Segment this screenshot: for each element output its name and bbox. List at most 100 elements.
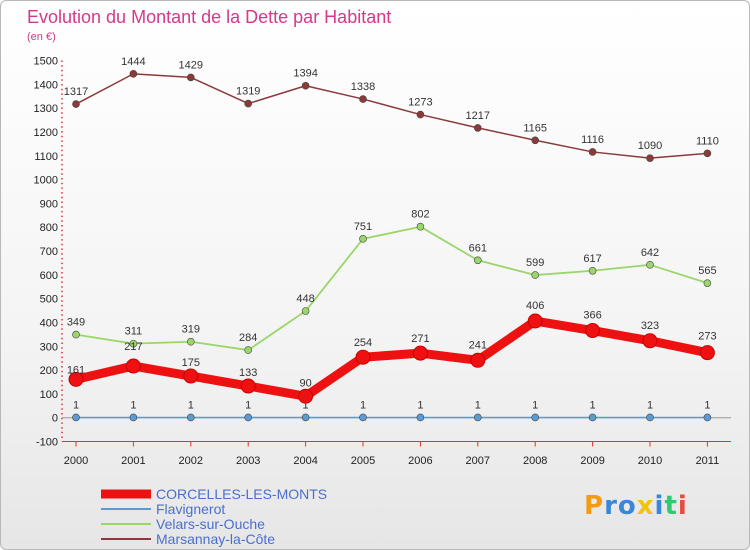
y-tick-label: 700 <box>40 246 58 258</box>
x-tick-label: 2008 <box>523 455 547 467</box>
data-label: 1338 <box>351 81 375 93</box>
data-point <box>470 352 486 368</box>
data-label: 133 <box>239 367 257 379</box>
data-label: 319 <box>182 324 200 336</box>
data-point <box>416 110 425 119</box>
data-label: 1 <box>704 399 710 411</box>
data-point <box>646 154 654 162</box>
data-point <box>703 149 712 158</box>
data-point <box>72 330 80 339</box>
data-point <box>416 222 425 231</box>
data-label: 1217 <box>466 110 490 122</box>
data-label: 273 <box>698 331 716 343</box>
data-label: 448 <box>296 293 314 305</box>
data-point <box>72 100 80 108</box>
y-tick-label: 1400 <box>34 79 58 91</box>
data-label: 1 <box>245 399 251 411</box>
y-tick-label: 1200 <box>34 127 58 139</box>
data-label: 1444 <box>121 56 145 68</box>
data-point <box>187 73 195 82</box>
data-point <box>473 413 482 422</box>
data-label: 617 <box>583 253 601 265</box>
series-line <box>75 225 708 351</box>
data-point <box>301 413 310 422</box>
x-tick-label: 2009 <box>580 455 604 467</box>
data-point <box>244 413 252 422</box>
data-point <box>72 413 80 422</box>
data-point <box>588 266 597 275</box>
x-tick-label: 2001 <box>121 455 145 467</box>
data-point <box>187 413 195 422</box>
data-label: 1429 <box>179 59 203 71</box>
data-label: 1 <box>188 399 194 411</box>
data-point <box>588 413 597 422</box>
data-label: 90 <box>299 377 311 389</box>
axes: -100 0 100 200 300 400 500 600 700 800 900 1000 1100… <box>34 56 731 467</box>
series-0: 161 217 175 133 90 254 271 241 406 366 323 273 <box>67 300 717 404</box>
y-tick-label: 1000 <box>34 175 58 187</box>
data-label: 366 <box>583 310 601 322</box>
data-label: 1090 <box>638 140 662 152</box>
data-point <box>703 413 712 422</box>
data-point <box>240 378 256 394</box>
data-label: 1 <box>475 399 481 411</box>
data-label: 1 <box>647 399 653 411</box>
data-point <box>642 333 658 349</box>
y-tick-label: 1500 <box>34 56 58 68</box>
data-point <box>531 413 540 422</box>
data-label: 1 <box>360 399 366 411</box>
data-label: 1 <box>532 399 538 411</box>
data-point <box>416 413 425 422</box>
data-point <box>531 271 540 279</box>
data-point <box>301 81 310 90</box>
legend-label: Marsannay-la-Côte <box>156 531 275 547</box>
data-point <box>68 371 84 387</box>
data-point <box>588 148 597 156</box>
chart-title: Evolution du Montant de la Dette par Hab… <box>27 7 391 27</box>
chart-subtitle: (en €) <box>27 31 56 43</box>
data-point <box>473 256 482 265</box>
data-label: 1 <box>303 399 309 411</box>
data-label: 642 <box>641 247 659 259</box>
data-point <box>703 279 712 287</box>
series-3: 1317 1444 1429 1319 1394 1338 1273 1217 1165 1116… <box>64 56 719 162</box>
data-point <box>125 358 141 374</box>
data-label: 1317 <box>64 86 88 98</box>
x-tick-label: 2000 <box>64 455 88 467</box>
data-point <box>359 235 367 243</box>
data-label: 751 <box>354 221 372 233</box>
y-tick-label: 1300 <box>34 103 58 115</box>
y-tick-label: -100 <box>36 437 58 449</box>
y-tick-label: 100 <box>40 389 58 401</box>
series-2: 349 311 319 284 448 751 802 661 599 617 642 565 <box>67 209 717 354</box>
data-label: 271 <box>411 333 429 345</box>
data-label: 1394 <box>293 68 317 80</box>
y-tick-label: 1100 <box>34 151 58 163</box>
data-point <box>129 70 138 78</box>
data-label: 661 <box>469 242 487 254</box>
data-label: 284 <box>239 332 257 344</box>
data-label: 241 <box>469 339 487 351</box>
data-label: 1165 <box>523 122 547 134</box>
data-point <box>531 136 540 145</box>
data-point <box>359 95 367 103</box>
data-point <box>301 307 310 315</box>
x-tick-label: 2005 <box>351 455 375 467</box>
legend-label: CORCELLES-LES-MONTS <box>156 486 327 502</box>
proxiti-logo: Proxiti <box>584 491 688 521</box>
logo-letter: P <box>584 491 605 521</box>
data-label: 1 <box>73 399 79 411</box>
data-label: 1 <box>417 399 423 411</box>
x-tick-label: 2002 <box>179 455 203 467</box>
data-point <box>527 313 543 329</box>
data-label: 1319 <box>236 86 260 98</box>
series-line <box>75 73 708 159</box>
logo-letter: i <box>677 491 688 521</box>
x-tick-label: 2006 <box>408 455 432 467</box>
x-tick-label: 2010 <box>638 455 662 467</box>
data-point <box>244 99 252 108</box>
series-line <box>74 316 709 401</box>
